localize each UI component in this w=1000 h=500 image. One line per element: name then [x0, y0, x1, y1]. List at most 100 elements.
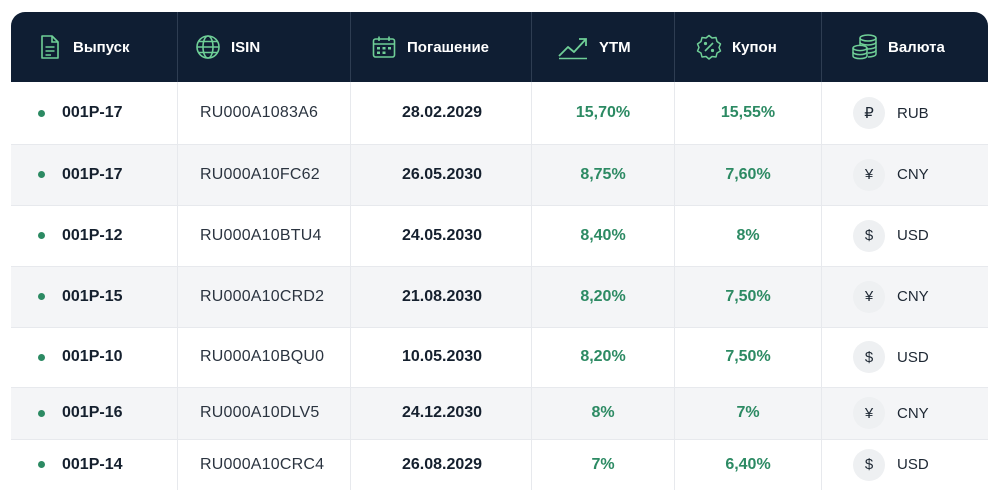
row-bullet [38, 387, 45, 439]
currency-cell: ¥ CNY [853, 266, 929, 327]
row-divider [11, 266, 988, 267]
header-currency[interactable]: Валюта [851, 12, 945, 82]
coupon-cell: 7,60% [725, 165, 771, 183]
isin-cell: RU000A10CRD2 [200, 287, 325, 305]
header-coupon[interactable]: Купон [695, 12, 777, 82]
row-divider [11, 144, 988, 145]
currency-code: USD [897, 227, 929, 244]
isin-cell: RU000A10BTU4 [200, 226, 322, 244]
column-divider [531, 82, 532, 490]
ytm-cell: 8,20% [580, 348, 626, 365]
dollar-icon: $ [853, 448, 885, 481]
maturity-cell: 26.08.2029 [401, 455, 483, 473]
ytm-cell: 15,70% [575, 104, 631, 121]
coupon-cell: 6,40% [725, 455, 771, 473]
ytm-cell: 8,20% [580, 287, 626, 305]
header-isin[interactable]: ISIN [194, 12, 260, 82]
ruble-icon: ₽ [853, 97, 885, 129]
currency-code: RUB [897, 104, 929, 122]
table-row[interactable]: 001P-17 RU000A1083A6 28.02.2029 15,70% 1… [11, 82, 988, 144]
issue-cell: 001P-15 [62, 287, 123, 305]
currency-cell: $ USD [853, 205, 929, 266]
row-bullet [38, 439, 45, 490]
row-bullet [38, 144, 45, 205]
ytm-cell: 8,75% [580, 165, 626, 183]
header-currency-label: Валюта [888, 38, 945, 56]
header-issue[interactable]: Выпуск [36, 12, 130, 82]
header-maturity-label: Погашение [407, 38, 490, 56]
header-divider [177, 12, 178, 82]
table-row[interactable]: 001P-15 RU000A10CRD2 21.08.2030 8,20% 7,… [11, 266, 988, 327]
table-row[interactable]: 001P-10 RU000A10BQU0 10.05.2030 8,20% 7,… [11, 327, 988, 387]
column-divider [821, 82, 822, 490]
maturity-cell: 28.02.2029 [401, 104, 483, 121]
dollar-icon: $ [853, 341, 885, 373]
coins-stack-icon [851, 33, 879, 61]
table-row[interactable]: 001P-12 RU000A10BTU4 24.05.2030 8,40% 8%… [11, 205, 988, 266]
table-row[interactable]: 001P-17 RU000A10FC62 26.05.2030 8,75% 7,… [11, 144, 988, 205]
ytm-cell: 8% [591, 404, 615, 421]
document-icon [36, 33, 64, 61]
coupon-cell: 8% [736, 226, 760, 244]
row-divider [11, 439, 988, 440]
currency-code: CNY [897, 166, 929, 183]
maturity-cell: 10.05.2030 [401, 348, 483, 365]
coupon-cell: 15,55% [720, 104, 776, 121]
currency-cell: ¥ CNY [853, 387, 929, 439]
yuan-icon: ¥ [853, 397, 885, 429]
isin-cell: RU000A10DLV5 [200, 404, 320, 421]
globe-icon [194, 33, 222, 61]
isin-cell: RU000A10FC62 [200, 165, 320, 183]
maturity-cell: 24.12.2030 [401, 404, 483, 421]
bond-issues-table: Выпуск ISIN [11, 12, 988, 490]
row-divider [11, 327, 988, 328]
coupon-cell: 7% [736, 404, 760, 421]
row-bullet [38, 327, 45, 387]
dollar-icon: $ [853, 219, 885, 252]
row-bullet [38, 266, 45, 327]
isin-cell: RU000A1083A6 [200, 104, 319, 121]
isin-cell: RU000A10BQU0 [200, 348, 325, 365]
yuan-icon: ¥ [853, 280, 885, 313]
table-row[interactable]: 001P-14 RU000A10CRC4 26.08.2029 7% 6,40%… [11, 439, 988, 490]
trend-chart-icon [556, 33, 590, 61]
header-divider [821, 12, 822, 82]
currency-code: CNY [897, 404, 929, 422]
issue-cell: 001P-17 [62, 165, 123, 183]
currency-cell: $ USD [853, 439, 929, 490]
header-ytm-label: YTM [599, 38, 631, 56]
coupon-cell: 7,50% [725, 287, 771, 305]
row-divider [11, 205, 988, 206]
currency-code: CNY [897, 288, 929, 305]
header-issue-label: Выпуск [73, 38, 130, 56]
issue-cell: 001P-10 [62, 348, 123, 365]
issue-cell: 001P-14 [62, 455, 123, 473]
maturity-cell: 24.05.2030 [401, 226, 483, 244]
currency-code: USD [897, 348, 929, 366]
maturity-cell: 21.08.2030 [401, 287, 483, 305]
isin-cell: RU000A10CRC4 [200, 455, 325, 473]
header-maturity[interactable]: Погашение [370, 12, 489, 82]
currency-cell: $ USD [853, 327, 929, 387]
calendar-icon [370, 33, 398, 61]
currency-cell: ₽ RUB [853, 82, 929, 144]
ytm-cell: 7% [591, 455, 615, 473]
table-header: Выпуск ISIN [11, 12, 988, 82]
yuan-icon: ¥ [853, 158, 885, 191]
row-bullet [38, 82, 45, 144]
row-divider [11, 387, 988, 388]
header-divider [674, 12, 675, 82]
column-divider [177, 82, 178, 490]
header-ytm[interactable]: YTM [556, 12, 631, 82]
header-divider [350, 12, 351, 82]
ytm-cell: 8,40% [580, 226, 626, 244]
issue-cell: 001P-17 [62, 104, 123, 121]
column-divider [350, 82, 351, 490]
maturity-cell: 26.05.2030 [401, 165, 483, 183]
currency-code: USD [897, 456, 929, 473]
coupon-cell: 7,50% [725, 348, 771, 365]
table-row[interactable]: 001P-16 RU000A10DLV5 24.12.2030 8% 7% ¥ … [11, 387, 988, 439]
issue-cell: 001P-12 [62, 226, 123, 244]
header-divider [531, 12, 532, 82]
currency-cell: ¥ CNY [853, 144, 929, 205]
